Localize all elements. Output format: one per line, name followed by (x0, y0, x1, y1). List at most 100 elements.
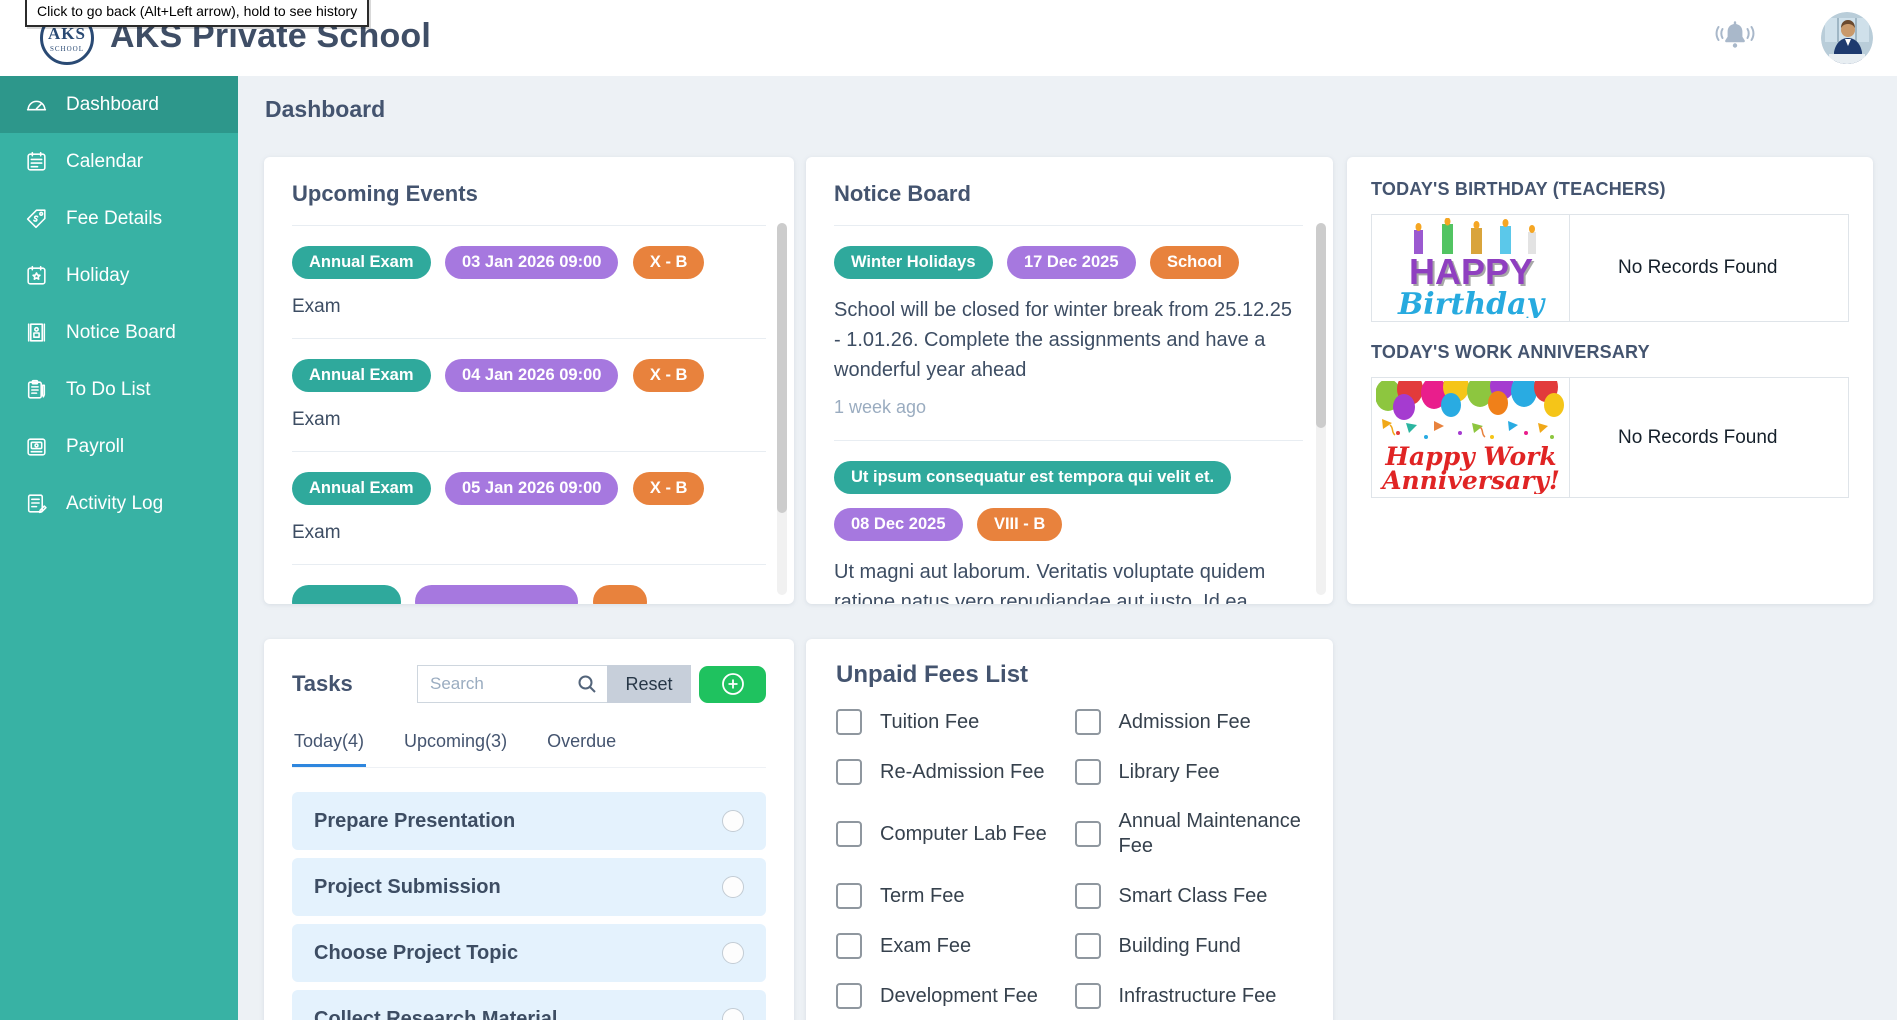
notice-badges: Winter Holidays 17 Dec 2025 School (834, 246, 1303, 279)
task-complete-radio[interactable] (722, 810, 744, 832)
sidebar-item-label: Payroll (66, 435, 125, 457)
task-search (417, 665, 607, 703)
task-row[interactable]: Choose Project Topic (292, 924, 766, 982)
task-row[interactable]: Prepare Presentation (292, 792, 766, 850)
task-name: Prepare Presentation (314, 809, 516, 832)
upcoming-events-card: Upcoming Events Annual Exam 03 Jan 2026 … (264, 157, 794, 604)
notice-body: School will be closed for winter break f… (834, 299, 1293, 381)
anniversary-row: Happy Work Anniversary! No Records Found (1371, 377, 1849, 498)
sidebar-item-label: Holiday (66, 264, 130, 286)
event-type-badge: Annual Exam (292, 472, 431, 505)
event-badges: Annual Exam 05 Jan 2026 09:00 X - B (292, 472, 766, 505)
sidebar-item-label: Activity Log (66, 492, 164, 514)
tasks-card: Tasks Reset Today(4) Upcoming(3) Overdue… (264, 639, 794, 1020)
task-complete-radio[interactable] (722, 876, 744, 898)
task-complete-radio[interactable] (722, 942, 744, 964)
fee-checkbox[interactable] (1074, 933, 1101, 959)
tab-upcoming[interactable]: Upcoming(3) (404, 731, 508, 751)
fees-grid: Tuition Fee Admission Fee Re-Admission F… (836, 709, 1303, 1020)
sidebar-item-to-do-list[interactable]: To Do List (0, 361, 238, 418)
tab-today[interactable]: Today(4) (292, 731, 367, 767)
reset-button[interactable]: Reset (607, 665, 691, 703)
sidebar-item-activity-log[interactable]: Activity Log (0, 475, 238, 532)
payroll-icon (27, 438, 46, 456)
fee-option[interactable]: Annual Maintenance Fee (1074, 809, 1304, 859)
fee-checkbox[interactable] (836, 983, 862, 1009)
fee-option[interactable]: Re-Admission Fee (836, 759, 1065, 785)
svg-text:HAPPY: HAPPY (1410, 253, 1534, 294)
fee-checkbox[interactable] (1074, 883, 1101, 909)
notice-scrollbar-track[interactable] (1316, 223, 1326, 595)
fee-option[interactable]: Exam Fee (836, 933, 1065, 959)
fee-checkbox[interactable] (836, 821, 862, 847)
birthday-status: No Records Found (1618, 257, 1778, 278)
fee-option[interactable]: Infrastructure Fee (1074, 983, 1304, 1009)
fee-option[interactable]: Term Fee (836, 883, 1065, 909)
event-name: Exam (292, 522, 341, 543)
browser-back-tooltip: Click to go back (Alt+Left arrow), hold … (25, 0, 370, 27)
fee-label: Library Fee (1118, 760, 1220, 783)
fee-checkbox[interactable] (836, 759, 862, 785)
happy-work-anniversary-image: Happy Work Anniversary! (1372, 378, 1570, 497)
todo-clipboard-icon (27, 379, 46, 399)
event-class-badge: X - B (632, 359, 705, 392)
fee-checkbox[interactable] (836, 933, 862, 959)
fee-option[interactable]: Building Fund (1074, 933, 1304, 959)
fee-checkbox[interactable] (1074, 821, 1101, 847)
fee-checkbox[interactable] (836, 883, 862, 909)
fee-checkbox[interactable] (836, 709, 862, 735)
notice-board-card: Notice Board Winter Holidays 17 Dec 2025… (806, 157, 1333, 604)
add-task-button[interactable] (699, 665, 766, 703)
fee-label: Computer Lab Fee (880, 822, 1047, 845)
fee-option[interactable]: Smart Class Fee (1074, 883, 1304, 909)
notice-scrollbar-thumb[interactable] (1316, 223, 1326, 428)
page-title: Dashboard (265, 96, 386, 122)
sidebar-item-notice-board[interactable]: Notice Board (0, 304, 238, 361)
svg-text:Happy Work: Happy Work (1384, 442, 1556, 471)
task-complete-radio[interactable] (722, 1008, 744, 1020)
task-row[interactable]: Project Submission (292, 858, 766, 916)
fee-checkbox[interactable] (1074, 983, 1101, 1009)
notice-audience-badge: School (1149, 246, 1239, 279)
fee-option[interactable]: Admission Fee (1074, 709, 1304, 735)
sidebar-item-fee-details[interactable]: Fee Details (0, 190, 238, 247)
fee-label: Building Fund (1118, 934, 1241, 957)
birthday-row: HAPPY HAPPY Birthday No Records Found (1371, 214, 1849, 322)
event-class-badge: X - B (632, 246, 705, 279)
birthday-heading: TODAY'S BIRTHDAY (TEACHERS) (1371, 179, 1666, 199)
fee-checkbox[interactable] (1074, 709, 1101, 735)
event-datetime-badge: 05 Jan 2026 09:00 (444, 472, 619, 505)
notice-badges: Ut ipsum consequatur est tempora qui vel… (834, 461, 1303, 494)
fee-option[interactable]: Tuition Fee (836, 709, 1065, 735)
notification-bell-icon[interactable] (1713, 18, 1757, 58)
fee-label: Annual Maintenance Fee (1118, 810, 1301, 857)
divider (292, 225, 766, 226)
fee-option[interactable]: Computer Lab Fee (836, 809, 1065, 859)
task-list: Prepare Presentation Project Submission … (292, 792, 766, 1020)
calendar-icon (27, 151, 46, 171)
event-type-badge (292, 585, 401, 604)
events-scrollbar-track[interactable] (777, 223, 787, 595)
sidebar-item-label: Fee Details (66, 207, 163, 229)
fee-checkbox[interactable] (1074, 759, 1101, 785)
task-search-input[interactable] (417, 665, 607, 703)
task-row[interactable]: Collect Research Material (292, 990, 766, 1020)
sidebar-item-payroll[interactable]: Payroll (0, 418, 238, 475)
event-name: Exam (292, 296, 341, 317)
event-class-badge (592, 585, 647, 604)
fee-label: Smart Class Fee (1118, 884, 1268, 907)
fee-option[interactable]: Library Fee (1074, 759, 1304, 785)
divider (834, 225, 1303, 226)
user-avatar[interactable] (1821, 12, 1873, 64)
svg-text:Anniversary!: Anniversary! (1380, 466, 1560, 494)
sidebar-item-dashboard[interactable]: Dashboard (0, 76, 238, 133)
event-datetime-badge: 03 Jan 2026 09:00 (444, 246, 619, 279)
sidebar-item-holiday[interactable]: Holiday (0, 247, 238, 304)
event-name: Exam (292, 409, 341, 430)
event-class-badge: X - B (632, 472, 705, 505)
events-scrollbar-thumb[interactable] (777, 223, 787, 513)
notice-date-badge: 17 Dec 2025 (1007, 246, 1136, 279)
fee-option[interactable]: Development Fee (836, 983, 1065, 1009)
sidebar-item-calendar[interactable]: Calendar (0, 133, 238, 190)
tab-overdue[interactable]: Overdue (547, 731, 617, 751)
